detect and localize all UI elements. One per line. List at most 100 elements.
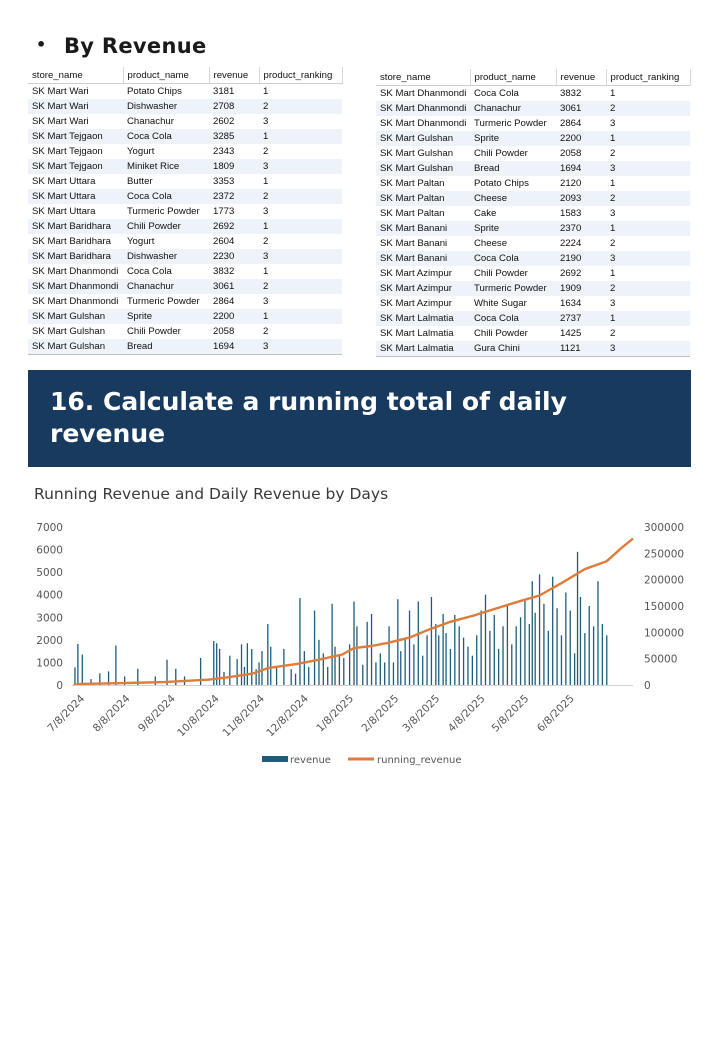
revenue-cell: 2058 <box>213 326 235 337</box>
revenue-bar <box>449 648 452 685</box>
revenue-cell: 1909 <box>556 281 606 296</box>
y-right-tick-label: 150000 <box>644 601 684 613</box>
product-name-cell: Yogurt <box>127 146 155 157</box>
store-name-cell: SK Mart Paltan <box>380 208 445 219</box>
revenue-bar <box>270 646 272 685</box>
table-row: SK Mart Dhanmondi Turmeric Powder 2864 3 <box>28 294 342 309</box>
revenue-cell: 2190 <box>556 251 606 266</box>
legend-revenue-label: revenue <box>290 755 331 766</box>
product-name-cell: Chili Powder <box>474 328 528 339</box>
revenue-bar <box>560 635 563 685</box>
revenue-bar <box>137 668 139 685</box>
revenue-cell: 1694 <box>556 161 606 176</box>
revenue-cell: 2737 <box>556 311 606 326</box>
revenue-bar <box>606 635 608 685</box>
section-heading-text: By Revenue <box>64 34 207 58</box>
revenue-bar <box>327 666 329 685</box>
store-name-cell: SK Mart Gulshan <box>376 161 470 176</box>
revenue-bar <box>199 657 202 685</box>
column-header: store_name <box>28 67 124 84</box>
revenue-bar <box>308 666 310 685</box>
table-row: SK Mart Lalmatia Gura Chini 1121 3 <box>376 341 690 357</box>
revenue-bar <box>601 624 604 685</box>
table-row: SK Mart Tejgaon Yogurt 2343 2 <box>28 144 342 159</box>
revenue-cell: 1425 <box>560 328 582 339</box>
y-right-tick-label: 200000 <box>644 575 684 587</box>
revenue-bar <box>515 626 517 685</box>
table-row: SK Mart Banani Cheese 2224 2 <box>376 236 690 251</box>
x-tick-label: 1/8/2025 <box>314 693 356 735</box>
product-name-cell: Dishwasher <box>123 99 209 114</box>
revenue-bar <box>379 653 381 685</box>
revenue-bar <box>576 551 579 685</box>
revenue-cell: 2602 <box>213 116 235 127</box>
product-ranking-cell: 3 <box>610 298 616 309</box>
store-name-cell: SK Mart Wari <box>28 99 123 114</box>
table-row: SK Mart Gulshan Sprite 2200 1 <box>28 309 342 324</box>
section-banner: 16. Calculate a running total of daily r… <box>28 370 691 467</box>
table-row: SK Mart Baridhara Dishwasher 2230 3 <box>28 249 342 264</box>
product-name-cell: Chili Powder <box>127 326 181 337</box>
store-name-cell: SK Mart Tejgaon <box>32 146 103 157</box>
column-header: revenue <box>209 67 260 84</box>
x-tick-label: 11/8/2024 <box>220 692 267 739</box>
revenue-bar <box>74 667 76 685</box>
product-name-cell: Butter <box>127 176 153 187</box>
product-name-cell: Bread <box>470 161 556 176</box>
product-ranking-cell: 2 <box>610 238 616 249</box>
bullet-icon: • <box>36 35 47 54</box>
product-ranking-cell: 2 <box>606 281 690 296</box>
revenue-bar <box>366 621 368 685</box>
store-name-cell: SK Mart Banani <box>380 238 448 249</box>
store-name-cell: SK Mart Wari <box>32 116 89 127</box>
product-name-cell: Cheese <box>470 191 556 206</box>
product-ranking-cell: 2 <box>263 236 269 247</box>
table-row: SK Mart Azimpur Turmeric Powder 1909 2 <box>376 281 690 296</box>
x-tick-label: 3/8/2025 <box>400 693 442 735</box>
y-left-tick-label: 1000 <box>36 657 63 669</box>
product-ranking-cell: 1 <box>606 311 690 326</box>
revenue-bar <box>511 644 513 685</box>
table-row: SK Mart Wari Chanachur 2602 3 <box>28 114 342 129</box>
x-tick-label: 9/8/2024 <box>136 692 178 734</box>
product-name-cell: Miniket Rice <box>123 159 209 174</box>
revenue-cell: 2230 <box>209 249 259 264</box>
revenue-bar <box>400 651 402 685</box>
revenue-bar <box>123 676 126 685</box>
revenue-table-right: store_name product_name revenue product_… <box>376 69 691 357</box>
table-row: SK Mart Gulshan Chili Powder 2058 2 <box>376 146 690 161</box>
store-name-cell: SK Mart Banani <box>376 251 470 266</box>
revenue-cell: 2692 <box>560 268 582 279</box>
store-name-cell: SK Mart Gulshan <box>380 148 454 159</box>
product-ranking-cell: 2 <box>606 101 690 116</box>
product-name-cell: Coca Cola <box>470 251 556 266</box>
revenue-bar <box>81 654 83 685</box>
revenue-bar <box>303 651 305 685</box>
revenue-cell: 3285 <box>209 129 259 144</box>
table-row: SK Mart Banani Coca Cola 2190 3 <box>376 251 690 266</box>
revenue-bar <box>384 662 386 685</box>
revenue-cell: 2224 <box>560 238 582 249</box>
banner-title: 16. Calculate a running total of daily r… <box>50 387 567 448</box>
revenue-bar <box>343 657 345 685</box>
x-tick-label: 12/8/2024 <box>264 692 311 739</box>
store-name-cell: SK Mart Azimpur <box>380 298 452 309</box>
revenue-bar <box>258 662 260 685</box>
table-row: SK Mart Baridhara Chili Powder 2692 1 <box>28 219 342 234</box>
revenue-bar <box>404 637 406 685</box>
product-ranking-cell: 2 <box>610 148 616 159</box>
x-tick-label: 8/8/2024 <box>91 692 133 734</box>
store-name-cell: SK Mart Lalmatia <box>380 328 454 339</box>
revenue-cell: 1694 <box>209 339 259 355</box>
revenue-cell: 2372 <box>209 189 259 204</box>
product-ranking-cell: 3 <box>259 339 342 355</box>
store-name-cell: SK Mart Banani <box>376 221 470 236</box>
table-row: SK Mart Uttara Coca Cola 2372 2 <box>28 189 342 204</box>
revenue-bar <box>362 664 364 685</box>
table-row: SK Mart Tejgaon Coca Cola 3285 1 <box>28 129 342 144</box>
product-name-cell: Turmeric Powder <box>470 281 556 296</box>
revenue-cell: 2604 <box>213 236 235 247</box>
product-name-cell: Gura Chini <box>470 341 556 357</box>
table-row: SK Mart Dhanmondi Turmeric Powder 2864 3 <box>376 116 690 131</box>
revenue-bar <box>154 676 156 685</box>
